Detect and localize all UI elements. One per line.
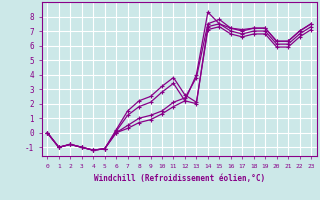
X-axis label: Windchill (Refroidissement éolien,°C): Windchill (Refroidissement éolien,°C)	[94, 174, 265, 183]
